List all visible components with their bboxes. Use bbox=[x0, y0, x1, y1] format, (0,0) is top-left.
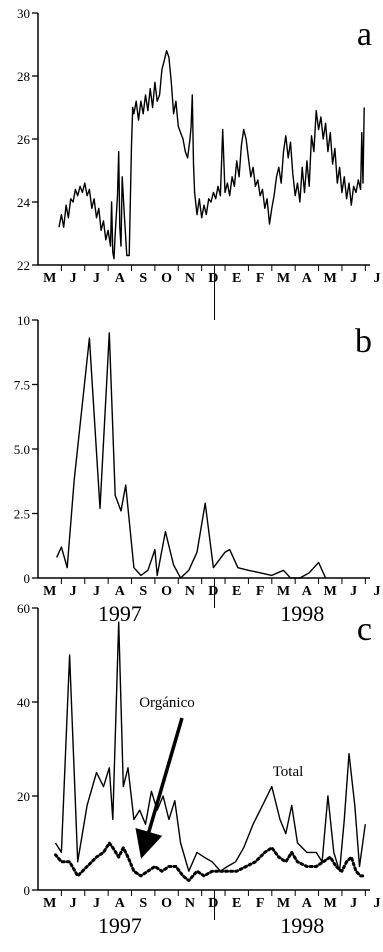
x-tick-label: F bbox=[256, 896, 265, 911]
x-tick-label: D bbox=[208, 584, 218, 599]
x-tick-label: F bbox=[256, 271, 265, 286]
series-line-orgnico bbox=[54, 841, 367, 883]
y-tick-label: 20 bbox=[17, 789, 30, 804]
x-tick-label: A bbox=[115, 896, 126, 911]
x-tick-label: N bbox=[185, 896, 195, 911]
x-tick-label: A bbox=[302, 584, 313, 599]
panel-label: c bbox=[357, 611, 372, 648]
annotation-label: Total bbox=[273, 764, 304, 780]
y-tick-label: 28 bbox=[17, 69, 30, 84]
x-tick-label: S bbox=[139, 584, 147, 599]
x-tick-label: O bbox=[161, 271, 172, 286]
x-tick-label: O bbox=[161, 584, 172, 599]
y-tick-label: 24 bbox=[17, 195, 31, 210]
x-tick-label: M bbox=[43, 896, 56, 911]
x-tick-label: J bbox=[93, 896, 100, 911]
y-tick-label: 2.5 bbox=[14, 507, 30, 522]
y-tick-label: 60 bbox=[17, 601, 30, 616]
year-label: 1998 bbox=[280, 913, 324, 938]
y-tick-label: 40 bbox=[17, 695, 30, 710]
x-tick-label: M bbox=[277, 271, 290, 286]
annotation-label: Orgánico bbox=[139, 695, 195, 711]
x-tick-label: J bbox=[374, 271, 381, 286]
y-tick-label: 26 bbox=[17, 132, 31, 147]
x-tick-label: J bbox=[70, 584, 77, 599]
x-tick-label: D bbox=[208, 896, 218, 911]
x-tick-label: N bbox=[185, 584, 195, 599]
x-tick-label: J bbox=[93, 584, 100, 599]
panel-label: b bbox=[355, 323, 372, 360]
x-tick-label: J bbox=[350, 896, 357, 911]
x-tick-label: E bbox=[232, 271, 241, 286]
annotation-arrow bbox=[135, 717, 184, 859]
x-tick-label: S bbox=[139, 271, 147, 286]
year-label: 1997 bbox=[98, 601, 142, 626]
x-tick-label: A bbox=[115, 584, 126, 599]
y-tick-label: 0 bbox=[24, 883, 31, 898]
x-tick-label: M bbox=[277, 896, 290, 911]
x-tick-label: E bbox=[232, 584, 241, 599]
x-tick-label: O bbox=[161, 896, 172, 911]
y-tick-label: 7.5 bbox=[14, 378, 30, 393]
x-tick-label: D bbox=[208, 271, 218, 286]
x-tick-label: J bbox=[350, 271, 357, 286]
y-tick-label: 22 bbox=[17, 258, 30, 273]
series-line-0 bbox=[58, 50, 365, 260]
x-tick-label: J bbox=[374, 896, 381, 911]
x-tick-label: M bbox=[277, 584, 290, 599]
year-label: 1998 bbox=[280, 601, 324, 626]
x-tick-label: J bbox=[374, 584, 381, 599]
x-tick-label: A bbox=[302, 271, 313, 286]
x-tick-label: M bbox=[324, 584, 337, 599]
y-tick-label: 30 bbox=[17, 6, 30, 21]
x-tick-label: J bbox=[93, 271, 100, 286]
x-tick-label: J bbox=[70, 896, 77, 911]
x-tick-label: M bbox=[43, 271, 56, 286]
y-tick-label: 10 bbox=[17, 313, 30, 328]
x-tick-label: A bbox=[302, 896, 313, 911]
year-label: 1997 bbox=[98, 913, 142, 938]
x-tick-label: F bbox=[256, 584, 265, 599]
y-tick-label: 0 bbox=[24, 571, 31, 586]
series-line-1 bbox=[56, 332, 327, 579]
x-tick-label: J bbox=[350, 584, 357, 599]
x-tick-label: J bbox=[70, 271, 77, 286]
x-tick-label: N bbox=[185, 271, 195, 286]
x-tick-label: E bbox=[232, 896, 241, 911]
y-tick-label: 5.0 bbox=[14, 442, 30, 457]
x-tick-label: A bbox=[115, 271, 126, 286]
x-tick-label: M bbox=[43, 584, 56, 599]
x-tick-label: M bbox=[324, 271, 337, 286]
x-tick-label: M bbox=[324, 896, 337, 911]
panel-label: a bbox=[357, 16, 372, 53]
series-line-total bbox=[54, 621, 366, 872]
x-tick-label: S bbox=[139, 896, 147, 911]
